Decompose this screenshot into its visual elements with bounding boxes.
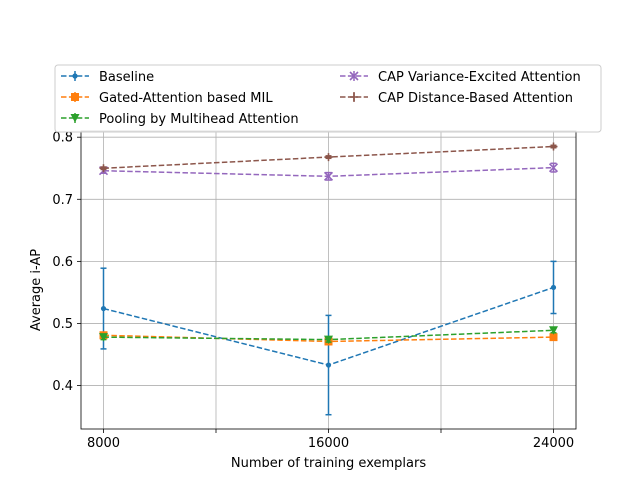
x-tick-label: 16000	[308, 436, 349, 451]
x-tick-label: 24000	[533, 436, 574, 451]
data-point	[99, 333, 108, 342]
legend-item-3: CAP Variance-Excited Attention	[340, 70, 581, 85]
series-2	[99, 326, 558, 345]
series-layer	[98, 142, 559, 416]
legend-item-1: Gated-Attention based MIL	[61, 91, 273, 106]
legend-label: Gated-Attention based MIL	[99, 91, 273, 106]
legend-marker	[72, 73, 78, 79]
y-tick-label: 0.4	[52, 379, 73, 394]
x-tick-label: 8000	[87, 436, 120, 451]
data-point	[324, 153, 333, 162]
legend-label: Baseline	[99, 70, 154, 85]
data-point	[549, 333, 558, 342]
y-tick-label: 0.8	[52, 131, 73, 146]
legend-box	[54, 64, 602, 133]
data-point	[325, 362, 332, 368]
legend-marker	[350, 93, 358, 101]
y-tick-label: 0.7	[52, 193, 73, 208]
legend: Baseline Gated-Attention based MIL Pooling…	[54, 64, 602, 133]
legend-marker	[71, 93, 79, 101]
data-point	[548, 163, 559, 173]
data-point	[324, 335, 333, 345]
data-point	[100, 305, 107, 312]
legend-label: CAP Distance-Based Attention	[378, 91, 573, 106]
legend-marker	[70, 114, 80, 123]
x-axis-label: Number of training exemplars	[231, 456, 426, 471]
legend-label: Pooling by Multihead Attention	[99, 112, 299, 127]
data-point	[99, 164, 108, 173]
legend-item-2: Pooling by Multihead Attention	[61, 112, 299, 127]
data-point	[549, 326, 558, 335]
series-3	[98, 162, 559, 181]
data-point	[549, 142, 558, 151]
legend-marker	[349, 71, 359, 81]
data-point	[550, 284, 557, 291]
data-point	[323, 171, 334, 181]
legend-item-0: Baseline	[61, 70, 154, 85]
legend-label: CAP Variance-Excited Attention	[378, 70, 581, 85]
legend-item-4: CAP Distance-Based Attention	[340, 91, 573, 106]
y-tick-label: 0.6	[52, 255, 73, 270]
y-tick-label: 0.5	[52, 317, 73, 332]
axis-ticks: 8000 16000 24000 0.4 0.5 0.6 0.7 0.8	[52, 131, 574, 451]
series-0	[100, 260, 557, 416]
y-axis-label: Average i-AP	[29, 249, 44, 331]
series-4	[99, 142, 558, 173]
